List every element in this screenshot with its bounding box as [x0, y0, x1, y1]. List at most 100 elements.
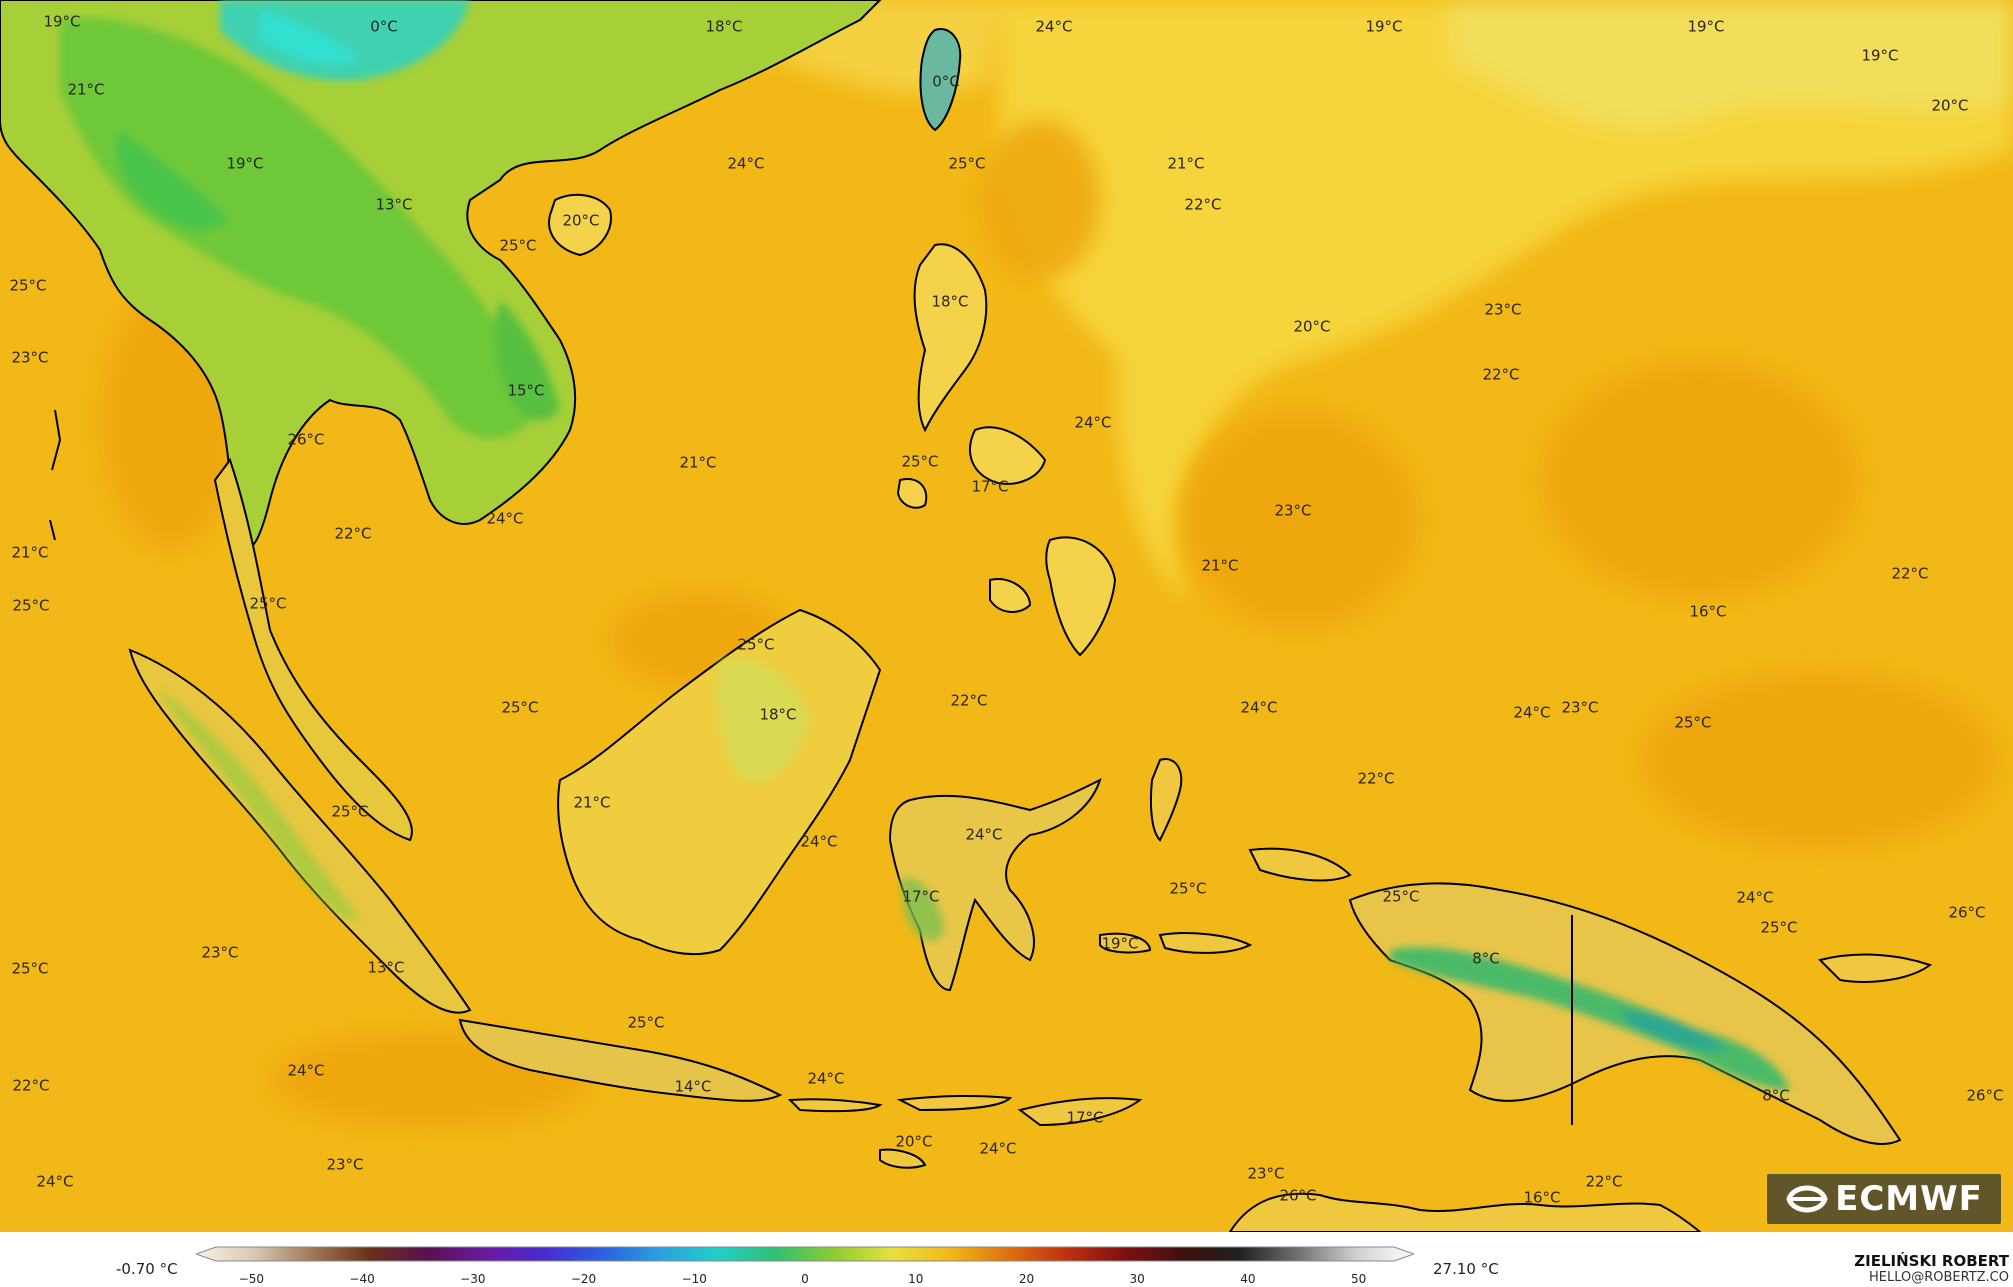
temperature-label: 23°C [11, 348, 49, 367]
temperature-label: 20°C [562, 211, 600, 230]
temperature-label: 18°C [931, 292, 969, 311]
cool-ocean-shading [720, 0, 2013, 600]
legend-min-value: -0.70 °C [116, 1260, 178, 1278]
temperature-label: 8°C [1472, 949, 1500, 968]
temperature-label: 24°C [36, 1172, 74, 1191]
legend-colorbar [196, 1246, 1414, 1262]
temperature-label: 15°C [507, 381, 545, 400]
maluku-islands [1099, 758, 1352, 954]
temperature-label: 20°C [895, 1132, 933, 1151]
temperature-label: 22°C [1357, 769, 1395, 788]
temperature-label: 19°C [43, 12, 81, 31]
temperature-label: 21°C [1167, 154, 1205, 173]
temperature-label: 19°C [1101, 934, 1139, 953]
taiwan-island [919, 28, 962, 132]
temperature-label: 24°C [486, 509, 524, 528]
legend-max-value: 27.10 °C [1433, 1260, 1499, 1278]
legend-tick-label: −50 [238, 1272, 265, 1286]
temperature-label: 23°C [1484, 300, 1522, 319]
new-guinea-highlands [1390, 947, 1790, 1090]
legend-tick-label: 0 [801, 1272, 809, 1286]
legend-tick-label: −20 [570, 1272, 597, 1286]
temperature-label: 24°C [979, 1139, 1017, 1158]
temperature-label: 24°C [1035, 17, 1073, 36]
java-island [458, 1018, 783, 1102]
lesser-sunda-islands [787, 1094, 1143, 1169]
temperature-label: 25°C [249, 594, 287, 613]
temperature-label: 25°C [627, 1013, 665, 1032]
temperature-map: 19°C 0°C 18°C 24°C 19°C 19°C 19°C 20°C 21°C 0°C 19… [0, 0, 2013, 1232]
temperature-label: 25°C [1169, 879, 1207, 898]
ecmwf-logo: ECMWF [1767, 1174, 2001, 1224]
temperature-label: 17°C [902, 887, 940, 906]
temperature-label: 24°C [1736, 888, 1774, 907]
temperature-label: 24°C [1240, 698, 1278, 717]
temperature-label: 22°C [1891, 564, 1929, 583]
temperature-label: 21°C [679, 453, 717, 472]
temperature-label: 23°C [1561, 698, 1599, 717]
temperature-label: 25°C [1382, 887, 1420, 906]
ecmwf-logo-icon [1786, 1185, 1828, 1213]
hainan-island [548, 193, 612, 257]
temperature-label: 17°C [1066, 1108, 1104, 1127]
temperature-label: 24°C [287, 1061, 325, 1080]
temperature-label: 25°C [501, 698, 539, 717]
temperature-label: 0°C [370, 17, 398, 36]
legend-tick-label: 30 [1129, 1272, 1145, 1286]
temperature-label: 19°C [226, 154, 264, 173]
temperature-label: 24°C [800, 832, 838, 851]
temperature-label: 18°C [705, 17, 743, 36]
map-canvas [0, 0, 2013, 1232]
temperature-label: 22°C [950, 691, 988, 710]
temperature-label: 19°C [1687, 17, 1725, 36]
andaman-islands [49, 409, 62, 541]
temperature-label: 24°C [1513, 703, 1551, 722]
temperature-label: 22°C [1482, 365, 1520, 384]
legend-tick-label: 10 [908, 1272, 924, 1286]
temperature-label: 20°C [1293, 317, 1331, 336]
color-legend: -0.70 °C −50 −40 −30 −20 −10 0 10 20 30 40 50 27.1… [0, 1232, 2013, 1287]
legend-tick-label: 50 [1350, 1272, 1367, 1286]
temperature-label: 22°C [334, 524, 372, 543]
temperature-label: 24°C [727, 154, 765, 173]
temperature-label: 16°C [1523, 1188, 1561, 1207]
temperature-label: 21°C [1201, 556, 1239, 575]
temperature-label: 23°C [201, 943, 239, 962]
author-email: HELLO@ROBERTZ.CO [1868, 1270, 2009, 1285]
temperature-label: 16°C [1689, 602, 1727, 621]
temperature-label: 22°C [1585, 1172, 1623, 1191]
temperature-label: 21°C [11, 543, 49, 562]
temperature-label: 24°C [965, 825, 1003, 844]
temperature-label: 26°C [287, 430, 325, 449]
temperature-label: 19°C [1365, 17, 1403, 36]
temperature-label: 25°C [9, 276, 47, 295]
temperature-label: 25°C [737, 635, 775, 654]
temperature-label: 19°C [1861, 46, 1899, 65]
cold-land-shading [60, 0, 560, 439]
temperature-label: 25°C [901, 452, 939, 471]
legend-tick-label: −40 [349, 1272, 375, 1286]
author-name: ZIELIŃSKI ROBERT [1854, 1252, 2009, 1270]
legend-gradient-shape [196, 1246, 1414, 1262]
philippines-islands [896, 243, 1117, 657]
temperature-label: 8°C [1762, 1086, 1790, 1105]
temperature-label: 25°C [1760, 918, 1798, 937]
temperature-label: 23°C [1247, 1164, 1285, 1183]
ecmwf-logo-text: ECMWF [1835, 1179, 1983, 1219]
legend-tick-label: −10 [681, 1272, 707, 1286]
temperature-label: 25°C [1674, 713, 1712, 732]
temperature-label: 23°C [326, 1155, 364, 1174]
temperature-label: 14°C [674, 1077, 712, 1096]
temperature-label: 13°C [375, 195, 413, 214]
legend-tick-label: 40 [1240, 1272, 1256, 1286]
temperature-label: 24°C [1074, 413, 1112, 432]
temperature-label: 22°C [1184, 195, 1222, 214]
temperature-label: 25°C [948, 154, 986, 173]
temperature-label: 0°C [932, 72, 960, 91]
temperature-label: 20°C [1931, 96, 1969, 115]
legend-tick-label: 20 [1018, 1272, 1035, 1286]
temperature-label: 17°C [971, 477, 1009, 496]
temperature-label: 23°C [1274, 501, 1312, 520]
temperature-label: 26°C [1948, 903, 1986, 922]
temperature-label: 24°C [807, 1069, 845, 1088]
